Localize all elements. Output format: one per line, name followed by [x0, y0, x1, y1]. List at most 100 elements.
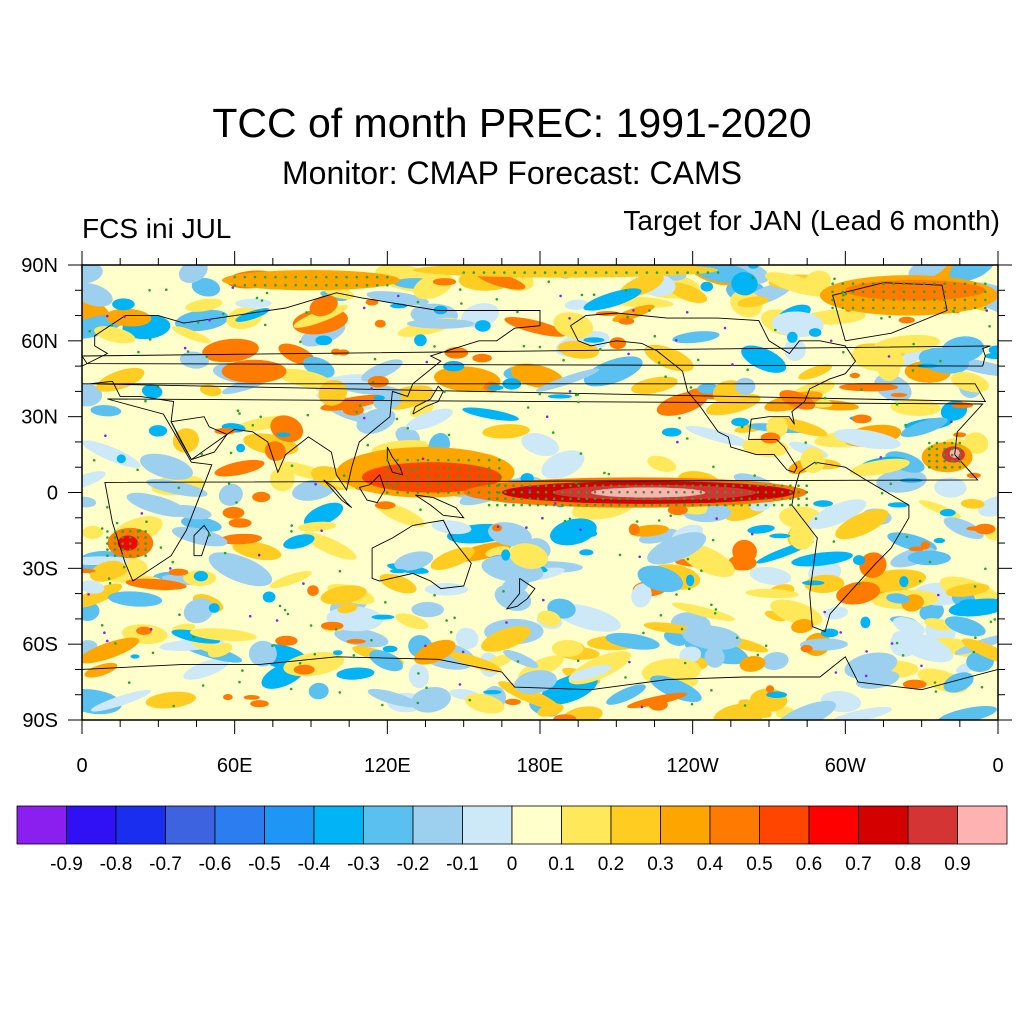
stipple-dot: [563, 519, 567, 523]
contour-patch: [839, 382, 899, 392]
contour-patch: [218, 533, 263, 545]
page-subtitle: Monitor: CMAP Forecast: CAMS: [282, 155, 742, 191]
stipple-dot: [495, 298, 499, 301]
stipple-dot: [857, 582, 861, 586]
lon-tick-label: 120W: [667, 755, 719, 777]
stipple-dot: [943, 459, 946, 463]
contour-patch: [920, 541, 930, 550]
lon-tick-label: 60W: [825, 755, 866, 777]
stipple-dot: [113, 548, 117, 551]
contour-patch: [414, 334, 427, 347]
stipple-dot: [259, 415, 263, 419]
stipple-dot: [935, 453, 939, 457]
contour-patch: [766, 416, 788, 438]
colorbar-swatch: [511, 805, 562, 845]
stipple-dot: [274, 275, 277, 279]
stipple-dot: [334, 628, 338, 631]
contour-patch: [808, 499, 867, 529]
contour-patch: [672, 331, 720, 344]
stipple-dot: [144, 530, 147, 533]
stipple-dot: [958, 447, 962, 451]
stipple-dot: [568, 517, 572, 521]
contour-patch: [731, 271, 758, 296]
contour-patch: [293, 304, 348, 328]
contour-patch: [900, 417, 948, 438]
stipple-dot: [657, 361, 661, 364]
contour-patch: [933, 537, 946, 544]
contour-patch: [731, 417, 749, 427]
contour-patch: [94, 326, 136, 344]
coastline: [415, 494, 465, 519]
stipple-dot: [658, 484, 662, 488]
contour-patch: [464, 693, 505, 714]
stipple-dot: [305, 311, 308, 314]
stipple-dot: [366, 443, 370, 447]
stipple-dot: [424, 644, 427, 648]
colorbar-label: 0.9: [944, 854, 970, 875]
contour-patch: [775, 417, 828, 437]
stipple-dot: [618, 490, 621, 494]
contour-patch: [116, 454, 126, 464]
stipple-dot: [699, 490, 703, 494]
colorbar-swatch: [957, 805, 1008, 845]
stipple-dot: [345, 283, 348, 287]
contour-patch: [501, 549, 511, 561]
stipple-dot: [496, 484, 499, 488]
stipple-dot: [780, 484, 784, 488]
coastline: [832, 282, 948, 342]
stipple-dot: [829, 339, 833, 343]
stipple-dot: [577, 484, 580, 488]
stipple-dot: [748, 497, 751, 501]
contour-patch: [172, 428, 200, 453]
stipple-dot: [449, 630, 453, 634]
stipple-dot: [223, 551, 227, 555]
contour-patch: [275, 635, 298, 646]
stipple-dot: [666, 490, 670, 494]
contour-patch: [252, 491, 271, 503]
stipple-dot: [284, 283, 287, 287]
stipple-dot: [522, 344, 526, 348]
contour-patch: [395, 613, 429, 630]
stipple-dot: [528, 497, 532, 501]
colorbar-label: -0.4: [298, 854, 331, 875]
stipple-dot: [144, 399, 147, 403]
stipple-dot: [580, 293, 584, 297]
stipple-dot: [665, 271, 669, 274]
stipple-dot: [935, 441, 939, 445]
stipple-dot: [723, 490, 727, 494]
contour-patch: [243, 695, 260, 700]
contour-patch: [309, 295, 338, 317]
stipple-dot: [231, 286, 235, 289]
stipple-dot: [298, 661, 302, 665]
stipple-dot: [753, 474, 756, 477]
stipple-dot: [892, 290, 895, 294]
stipple-dot: [865, 650, 868, 653]
contour-patch: [303, 502, 344, 527]
stipple-dot: [243, 275, 247, 279]
stipple-dot: [106, 542, 109, 545]
contour-patch: [472, 353, 492, 363]
stipple-dot: [780, 503, 784, 507]
contour-patch: [945, 583, 990, 597]
stipple-dot: [129, 530, 132, 533]
stipple-dot: [756, 497, 760, 501]
stipple-dot: [892, 298, 895, 302]
contour-patch: [964, 432, 989, 454]
lon-tick-label: 180E: [517, 755, 564, 777]
stipple-dot: [386, 458, 389, 462]
stipple-dot: [872, 306, 875, 310]
contour-patch: [749, 566, 792, 585]
stipple-dot: [416, 300, 420, 304]
colorbar-label: -0.6: [199, 854, 232, 875]
stipple-dot: [248, 614, 252, 618]
stipple-dot: [882, 306, 885, 310]
stipple-dot: [839, 631, 842, 634]
stipple-dot: [943, 447, 946, 451]
contour-patch: [899, 576, 909, 588]
stipple-dot: [294, 283, 298, 287]
contour-patch: [541, 450, 585, 479]
stipple-dot: [715, 517, 718, 520]
stipple-dot: [547, 280, 550, 284]
coastline: [39, 455, 62, 480]
contour-patch: [264, 441, 286, 461]
